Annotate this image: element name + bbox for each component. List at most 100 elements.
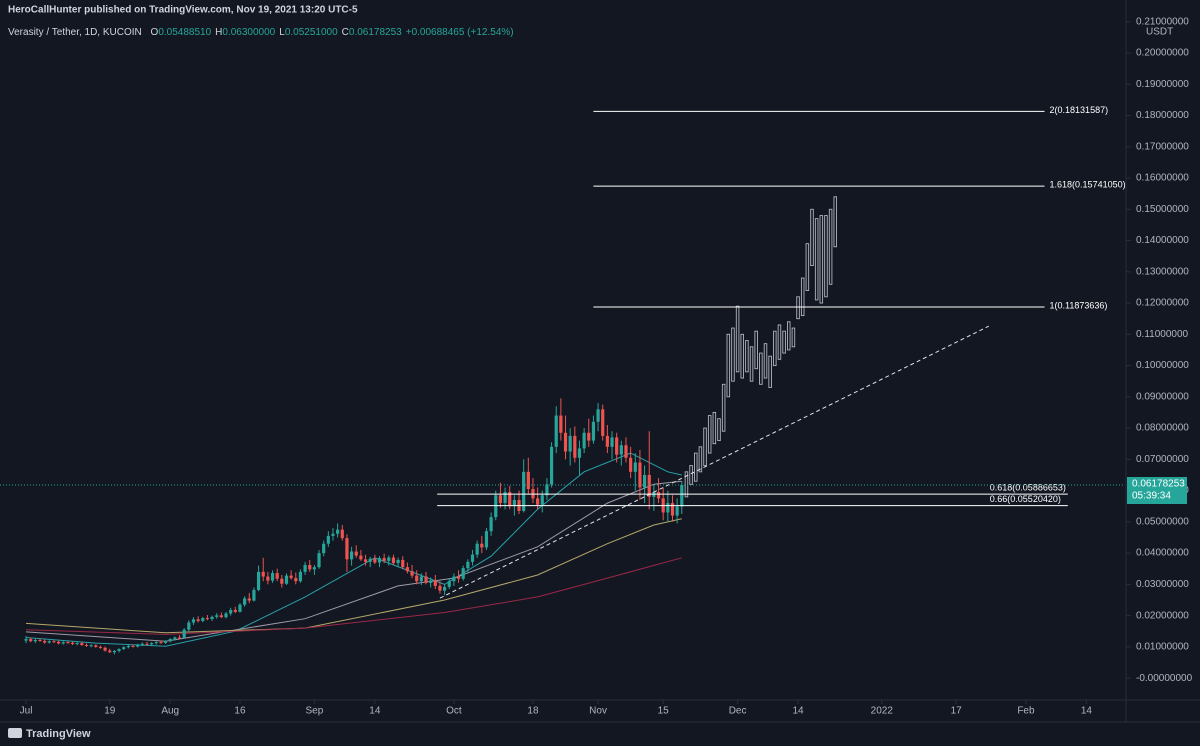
candle-body: [605, 435, 609, 447]
candle-body: [419, 576, 423, 582]
candle-body: [33, 639, 37, 642]
candle-body: [554, 415, 558, 447]
candle-body: [480, 543, 484, 548]
candle-body: [354, 551, 358, 556]
projection-bar: [749, 346, 754, 382]
candle-body: [182, 629, 186, 639]
y-tick-label: 0.03000000: [1136, 579, 1189, 590]
projection-bar: [726, 333, 731, 398]
projection-bar: [712, 411, 717, 445]
candle-body: [94, 645, 98, 647]
candle-body: [24, 639, 28, 641]
publish-header: HeroCallHunter published on TradingView.…: [8, 5, 358, 16]
candle-body: [233, 609, 237, 612]
y-tick-label: 0.16000000: [1136, 173, 1189, 184]
projection-bar: [763, 343, 768, 379]
candle-body: [466, 561, 470, 569]
candle-body: [84, 644, 89, 646]
projection-bar: [805, 243, 810, 291]
candle-body: [429, 580, 433, 583]
projection-bar: [684, 471, 689, 498]
candle-body: [591, 421, 596, 441]
candle-body: [52, 641, 56, 643]
symbol: Verasity / Tether, 1D, KUCOIN: [8, 27, 142, 38]
x-tick-label: 14: [369, 706, 381, 717]
last-price-label: 0.06178253: [1132, 479, 1185, 490]
candle-body: [456, 576, 461, 579]
currency: USDT: [1146, 27, 1173, 38]
candle-body: [498, 495, 503, 504]
candle-body: [326, 535, 330, 544]
candle-body: [512, 499, 516, 507]
candle-body: [391, 557, 396, 564]
candle-body: [340, 529, 344, 539]
candle-body: [545, 484, 549, 496]
candle-body: [433, 580, 437, 586]
candle-body: [89, 645, 93, 647]
projection-bar: [824, 215, 828, 298]
projection-bar: [777, 324, 782, 360]
candle-body: [526, 471, 530, 490]
candle-body: [168, 639, 172, 642]
candle-body: [387, 557, 391, 561]
candle-body: [289, 575, 293, 579]
projection-bar: [810, 208, 814, 266]
candle-body: [284, 575, 289, 584]
candle-body: [38, 639, 42, 641]
candle-body: [261, 571, 265, 577]
x-tick-label: 17: [951, 706, 963, 717]
candle-body: [201, 618, 205, 621]
candle-body: [112, 650, 117, 653]
candle-body: [424, 576, 428, 583]
candle-body: [438, 585, 442, 591]
candle-body: [680, 485, 684, 507]
y-tick-label: 0.18000000: [1136, 110, 1189, 121]
fib-label: 1(0.11873636): [1050, 300, 1108, 310]
candle-body: [103, 647, 107, 651]
x-tick-label: 14: [1081, 706, 1093, 717]
ohlc-key: C: [342, 27, 349, 38]
y-tick-label: 0.11000000: [1136, 329, 1189, 340]
x-tick-label: Sep: [305, 706, 323, 717]
candle-body: [140, 643, 144, 645]
candle-body: [647, 474, 651, 497]
footer-brand: TradingView: [26, 728, 91, 740]
candle-body: [215, 615, 219, 617]
projection-bar: [740, 333, 744, 379]
candle-body: [670, 503, 675, 516]
candle-body: [108, 650, 112, 653]
x-tick-label: Aug: [161, 706, 179, 717]
candle-body: [280, 578, 284, 584]
candle-body: [642, 474, 647, 488]
candle-body: [61, 642, 65, 644]
projection-bar: [828, 208, 833, 285]
candle-body: [443, 586, 447, 591]
y-tick-label: 0.02000000: [1136, 610, 1189, 621]
candle-body: [210, 616, 214, 620]
candle-body: [601, 409, 605, 436]
candle-body: [615, 437, 619, 455]
y-tick-label: -0.00000000: [1136, 673, 1193, 684]
candle-body: [475, 543, 479, 555]
candle-body: [29, 639, 33, 642]
candle-body: [484, 531, 489, 548]
candle-body: [396, 559, 400, 564]
candle-body: [363, 559, 368, 562]
candle-body: [256, 571, 261, 590]
candle-body: [317, 553, 321, 568]
ohlc-key: L: [279, 27, 285, 38]
candle-body: [70, 642, 75, 645]
candle-body: [187, 622, 191, 630]
candle-body: [75, 643, 79, 645]
projection-bar: [800, 277, 805, 317]
projection-bar: [759, 352, 763, 385]
y-tick-label: 0.14000000: [1136, 235, 1189, 246]
candle-body: [126, 645, 130, 648]
candle-body: [331, 533, 335, 536]
ohlc-value: 0.06178253: [349, 27, 402, 38]
candle-body: [322, 543, 326, 554]
projection-bar: [731, 327, 735, 382]
logo: [8, 728, 22, 738]
candle-body: [47, 641, 51, 643]
